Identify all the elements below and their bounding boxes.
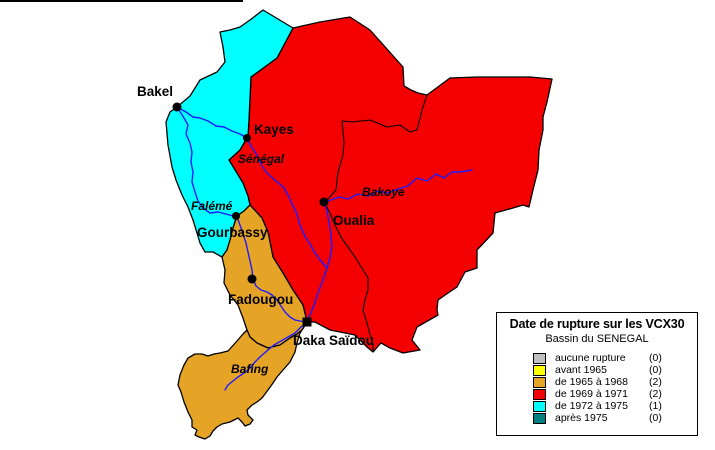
city-label-fadougou: Fadougou (228, 292, 293, 307)
legend-item-count: (0) (649, 352, 662, 364)
regions (165, 9, 553, 440)
legend-item-label: avant 1965 (555, 364, 607, 376)
city-marker-daka-saidou (302, 317, 312, 327)
legend-item-label: aucune rupture (555, 352, 626, 364)
legend-item-label: de 1972 à 1975 (555, 400, 628, 412)
legend-swatch-aucune-rupture (533, 352, 546, 364)
river-faleme (178, 109, 306, 323)
legend-swatch-1965-1968 (533, 376, 546, 388)
legend-item: aucune rupture (0) (533, 352, 697, 364)
city-label-gourbassy: Gourbassy (197, 225, 268, 240)
river-label-bakoye: Bakoye (362, 185, 405, 199)
legend-item: avant 1965 (0) (533, 364, 697, 376)
city-label-oualia: Oualia (333, 213, 375, 228)
legend-item-count: (0) (649, 412, 662, 424)
city-marker-kayes (243, 134, 251, 142)
city-label-kayes: Kayes (254, 122, 294, 137)
legend-item: après 1975 (0) (533, 412, 697, 424)
city-marker-bakel (172, 102, 182, 112)
legend-box: Date de rupture sur les VCX30 Bassin du … (496, 312, 698, 436)
city-labels: Bakel Kayes Oualia Gourbassy Fadougou Da… (137, 84, 375, 348)
river-senegal-kayes-confluence (246, 137, 328, 269)
legend-swatch-avant-1965 (533, 364, 546, 376)
river-bafing-oualia-daka (306, 201, 333, 323)
river-labels: Sénégal Falémé Bakoye Bafing (191, 152, 405, 376)
legend-item: de 1972 à 1975 (1) (533, 400, 697, 412)
city-marker-oualia (319, 197, 329, 207)
city-marker-fadougou (247, 274, 257, 284)
legend-swatch-1972-1975 (533, 400, 546, 412)
city-marker-gourbassy (232, 212, 240, 220)
region-bafing-orange (177, 321, 308, 440)
legend-swatch-1969-1971 (533, 388, 546, 400)
river-bafing-aval (224, 321, 308, 391)
legend-item-label: de 1965 à 1968 (555, 376, 628, 388)
legend-item: de 1965 à 1968 (2) (533, 376, 697, 388)
river-label-senegal: Sénégal (238, 152, 285, 166)
river-senegal-bakel-kayes (176, 106, 248, 139)
legend-item-count: (0) (649, 364, 662, 376)
legend-item-count: (2) (649, 376, 662, 388)
city-markers (172, 102, 329, 327)
legend-item-count: (2) (649, 388, 662, 400)
city-label-daka-saidou: Daka Saïdou (293, 333, 374, 348)
river-bakoye (323, 169, 473, 203)
river-label-faleme: Falémé (191, 199, 233, 213)
river-label-bafing: Bafing (231, 362, 269, 376)
legend-item-label: après 1975 (555, 412, 608, 424)
legend-swatch-apres-1975 (533, 412, 546, 424)
legend-item-label: de 1969 à 1971 (555, 388, 628, 400)
region-senegal-amont-cyan (165, 9, 294, 258)
legend-item: de 1969 à 1971 (2) (533, 388, 697, 400)
legend-subtitle: Bassin du SENEGAL (545, 333, 649, 345)
legend-item-count: (1) (649, 400, 662, 412)
legend-title: Date de rupture sur les VCX30 (509, 317, 685, 331)
city-label-bakel: Bakel (137, 84, 173, 99)
legend-rows: aucune rupture (0) avant 1965 (0) de 196… (533, 352, 697, 424)
rivers (176, 106, 473, 391)
